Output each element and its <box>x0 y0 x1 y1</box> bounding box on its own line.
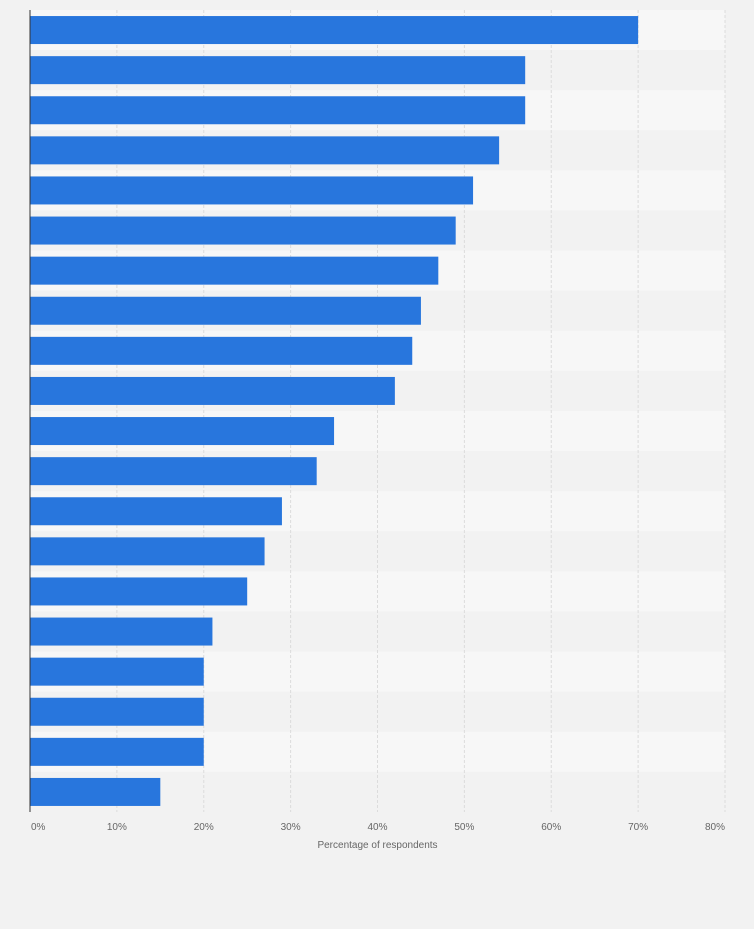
x-tick-label: 80% <box>705 822 725 833</box>
bar[interactable] <box>30 737 204 766</box>
x-tick-label: 0% <box>31 822 46 833</box>
x-tick-label: 60% <box>541 822 561 833</box>
x-axis-title: Percentage of respondents <box>317 840 437 851</box>
gridlines <box>116 10 726 812</box>
bar[interactable] <box>30 537 265 566</box>
bar[interactable] <box>30 296 421 325</box>
bar[interactable] <box>30 777 161 806</box>
bar[interactable] <box>30 336 413 365</box>
bar[interactable] <box>30 256 439 285</box>
x-tick-label: 40% <box>367 822 387 833</box>
bar[interactable] <box>30 657 204 686</box>
bars <box>30 16 639 806</box>
bar[interactable] <box>30 176 474 205</box>
bar[interactable] <box>30 136 500 165</box>
bar[interactable] <box>30 56 526 85</box>
x-axis-ticks: 0% 10% 20% 30% 40% 50% 60% 70% 80% <box>31 822 725 833</box>
bar[interactable] <box>30 577 248 606</box>
bar[interactable] <box>30 376 395 405</box>
bar[interactable] <box>30 96 526 125</box>
bar[interactable] <box>30 697 204 726</box>
bar[interactable] <box>30 216 456 245</box>
x-tick-label: 70% <box>628 822 648 833</box>
x-tick-label: 10% <box>107 822 127 833</box>
x-tick-label: 50% <box>454 822 474 833</box>
x-tick-label: 30% <box>281 822 301 833</box>
bar[interactable] <box>30 457 317 486</box>
bar[interactable] <box>30 417 335 446</box>
bar[interactable] <box>30 497 282 526</box>
x-tick-label: 20% <box>194 822 214 833</box>
bar[interactable] <box>30 16 639 45</box>
bar[interactable] <box>30 617 213 646</box>
